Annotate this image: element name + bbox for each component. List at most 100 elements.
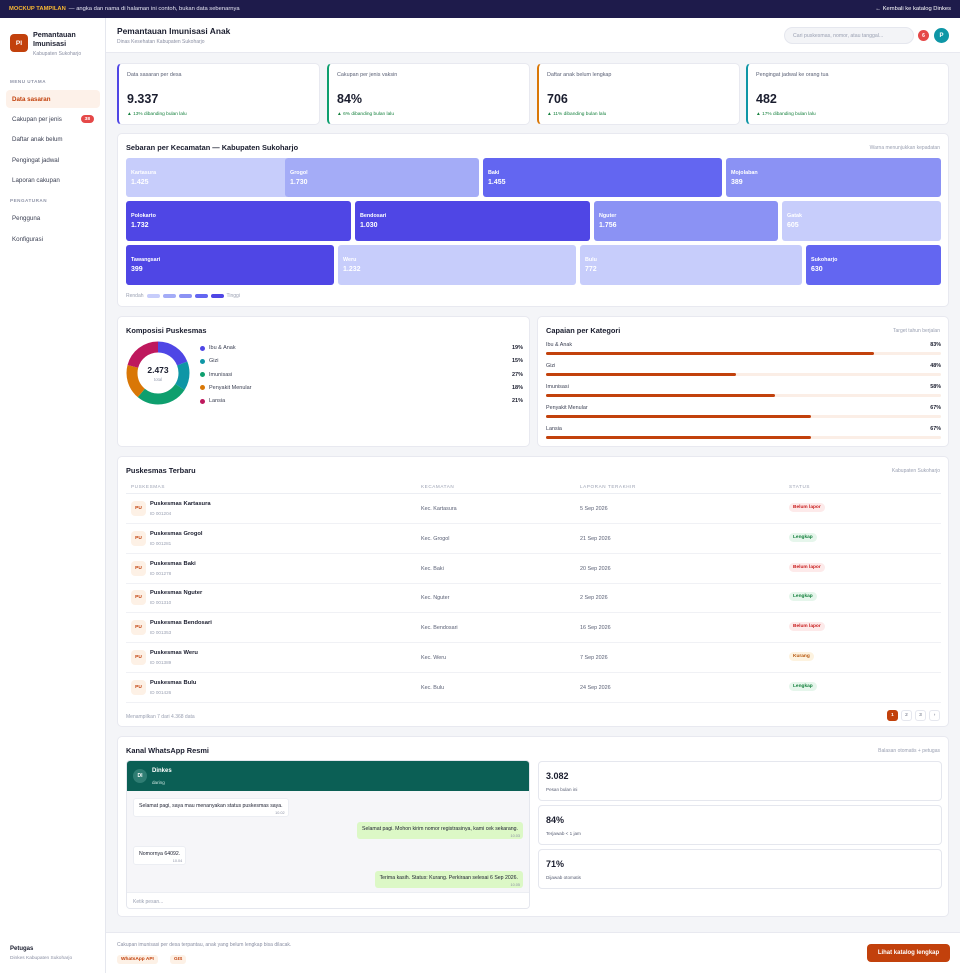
legend-low-label: Rendah [126,293,144,299]
stat-label: Dijawab otomatis [546,875,581,880]
table-row[interactable]: PU Puskesmas Bulu ID 001426 Kec. Bulu 24 Sep… [126,673,941,703]
puskesmas-id: ID 001353 [150,630,172,636]
donut-slice [126,341,190,405]
last-report-cell: 20 Sep 2026 [580,565,611,572]
treemap-tile-nguter[interactable]: Nguter 1.756 [594,201,778,241]
treemap-tile-baki[interactable]: Baki 1.455 [483,158,722,197]
page-subtitle: Dinas Kesehatan Kabupaten Sukoharjo [117,39,205,45]
kpi-label: Pengingat jadwal ke orang tua [756,72,829,78]
kecamatan-cell: Kec. Nguter [421,595,450,602]
last-report-cell: 16 Sep 2026 [580,625,611,632]
page-title: Pemantauan Imunisasi Anak [117,26,231,36]
table-row[interactable]: PU Puskesmas Grogol ID 001281 Kec. Grogol 21… [126,524,941,554]
view-catalog-button[interactable]: Lihat katalog lengkap [867,944,950,962]
whatsapp-title: Kanal WhatsApp Resmi [126,746,209,755]
mockup-notice: — angka dan nama di halaman ini contoh, … [68,6,240,12]
table-summary: Menampilkan 7 dari 4.368 data [126,714,195,720]
achievement-percent: 67% [930,405,941,411]
tile-name: Polokarto [131,213,156,219]
brand: PI Pemantauan Imunisasi Kabupaten Sukoha… [0,18,105,57]
table-row[interactable]: PU Puskesmas Weru ID 001389 Kec. Weru 7 Sep … [126,643,941,673]
table-row[interactable]: PU Puskesmas Kartasura ID 001204 Kec. Karta… [126,494,941,524]
tile-name: Bulu [585,257,597,263]
achievement-note: Target tahun berjalan [893,328,940,334]
page-button[interactable]: 2 [901,710,912,721]
status-badge: Belum lapor [789,622,825,632]
search-input[interactable] [784,27,914,44]
last-report-cell: 2 Sep 2026 [580,595,608,602]
user-name: Petugas [10,946,34,952]
treemap-tile-weru[interactable]: Weru 1.232 [338,245,576,285]
sidebar-item-cakupan[interactable]: Cakupan per jenis 38 [6,110,100,128]
treemap-tile-tawangsari[interactable]: Tawangsari 399 [126,245,334,285]
last-report-cell: 5 Sep 2026 [580,506,608,512]
table-row[interactable]: PU Puskesmas Bendosari ID 001353 Kec. Bendo… [126,613,941,644]
notification-badge[interactable]: 6 [918,30,929,41]
puskesmas-name: Puskesmas Bulu [150,679,197,686]
puskesmas-id: ID 001204 [150,511,172,516]
treemap-tile-polokarto[interactable]: Polokarto 1.732 [126,201,351,241]
sidebar-item-daftar-anak[interactable]: Daftar anak belum [6,130,100,148]
treemap-tile-grogol[interactable]: Grogol 1.730 [285,158,479,197]
progress-track [546,352,941,355]
treemap-tile-mojolaban[interactable]: Mojolaban 389 [726,158,941,197]
table-row[interactable]: PU Puskesmas Nguter ID 001310 Kec. Nguter 2 … [126,583,941,614]
tile-value: 1.425 [131,179,149,186]
puskesmas-icon: PU [131,501,146,516]
donut-chart [126,341,190,405]
kpi-delta: ▲ 17% dibanding bulan lalu [756,112,816,117]
page-header: Pemantauan Imunisasi Anak Dinas Kesehata… [106,18,960,53]
table-row[interactable]: PU Puskesmas Baki ID 001278 Kec. Baki 20 Sep… [126,554,941,584]
last-report-cell: 21 Sep 2026 [580,535,611,542]
donut-total: 2.473 [147,364,169,375]
progress-fill [546,352,874,355]
treemap-tile-gatak[interactable]: Gatak 605 [782,201,941,241]
page-button[interactable]: 1 [887,710,898,721]
legend-dot [200,398,205,404]
tile-name: Gatak [787,213,802,219]
puskesmas-name: Puskesmas Baki [150,560,196,567]
achievement-label: Imunisasi [546,384,569,390]
donut-slice [126,341,190,405]
sidebar-item-pengguna[interactable]: Pengguna [6,209,100,227]
puskesmas-id: ID 001389 [150,660,172,665]
message-time: 10.04 [172,859,183,863]
composition-label: Gizi [209,358,219,365]
treemap-tile-bulu[interactable]: Bulu 772 [580,245,802,285]
achievement-card: Capaian per Kategori Target tahun berjal… [537,316,949,447]
sidebar-item-laporan[interactable]: Laporan cakupan [6,171,100,189]
treemap-tile-kartasura[interactable]: Kartasura 1.425 [126,158,289,197]
avatar[interactable]: P [934,28,949,43]
app-title-line2: Imunisasi [33,39,67,48]
chat-message-outgoing: Terima kasih. Status: Kurang. Perkiraan … [374,871,523,888]
feature-chip: GIS [170,955,187,964]
sidebar-item-konfigurasi[interactable]: Konfigurasi [6,230,100,248]
progress-track [546,415,941,418]
contact-avatar: DI [133,769,147,783]
treemap-legend: Rendah Tinggi [126,293,240,299]
tile-value: 1.030 [360,222,378,229]
kecamatan-cell: Kec. Kartasura [421,506,457,512]
treemap-tile-bendosari[interactable]: Bendosari 1.030 [355,201,590,241]
pagination: 1 2 3 › [884,710,940,721]
sidebar-item-pengingat[interactable]: Pengingat jadwal [6,151,100,169]
contact-status: daring [152,780,165,785]
chat-message-input[interactable] [127,892,529,908]
treemap-note: Warna menunjukkan kepadatan [869,145,940,151]
status-badge: Kurang [789,652,814,661]
kpi-delta: ▲ 6% dibanding bulan lalu [337,112,395,117]
sidebar-item-data-sasaran[interactable]: Data sasaran [6,90,100,108]
tile-name: Nguter [599,213,617,219]
next-page-button[interactable]: › [929,710,940,721]
tile-name: Weru [343,257,357,263]
message-time: 10.02 [275,811,285,815]
composition-donut: 2.473 total [126,341,190,405]
tile-name: Kartasura [131,170,157,176]
tile-name: Bendosari [360,213,387,219]
back-to-catalog-link[interactable]: ← Kembali ke katalog Dinkes [875,6,951,12]
page-button[interactable]: 3 [915,710,926,721]
whatsapp-card: Kanal WhatsApp Resmi Balasan otomatis + … [117,736,949,917]
chat-window: DI Dinkes daring Selamat pagi, saya mau … [126,760,530,909]
composition-item: Lansia 21% [200,396,523,406]
treemap-tile-sukoharjo[interactable]: Sukoharjo 630 [806,245,941,285]
